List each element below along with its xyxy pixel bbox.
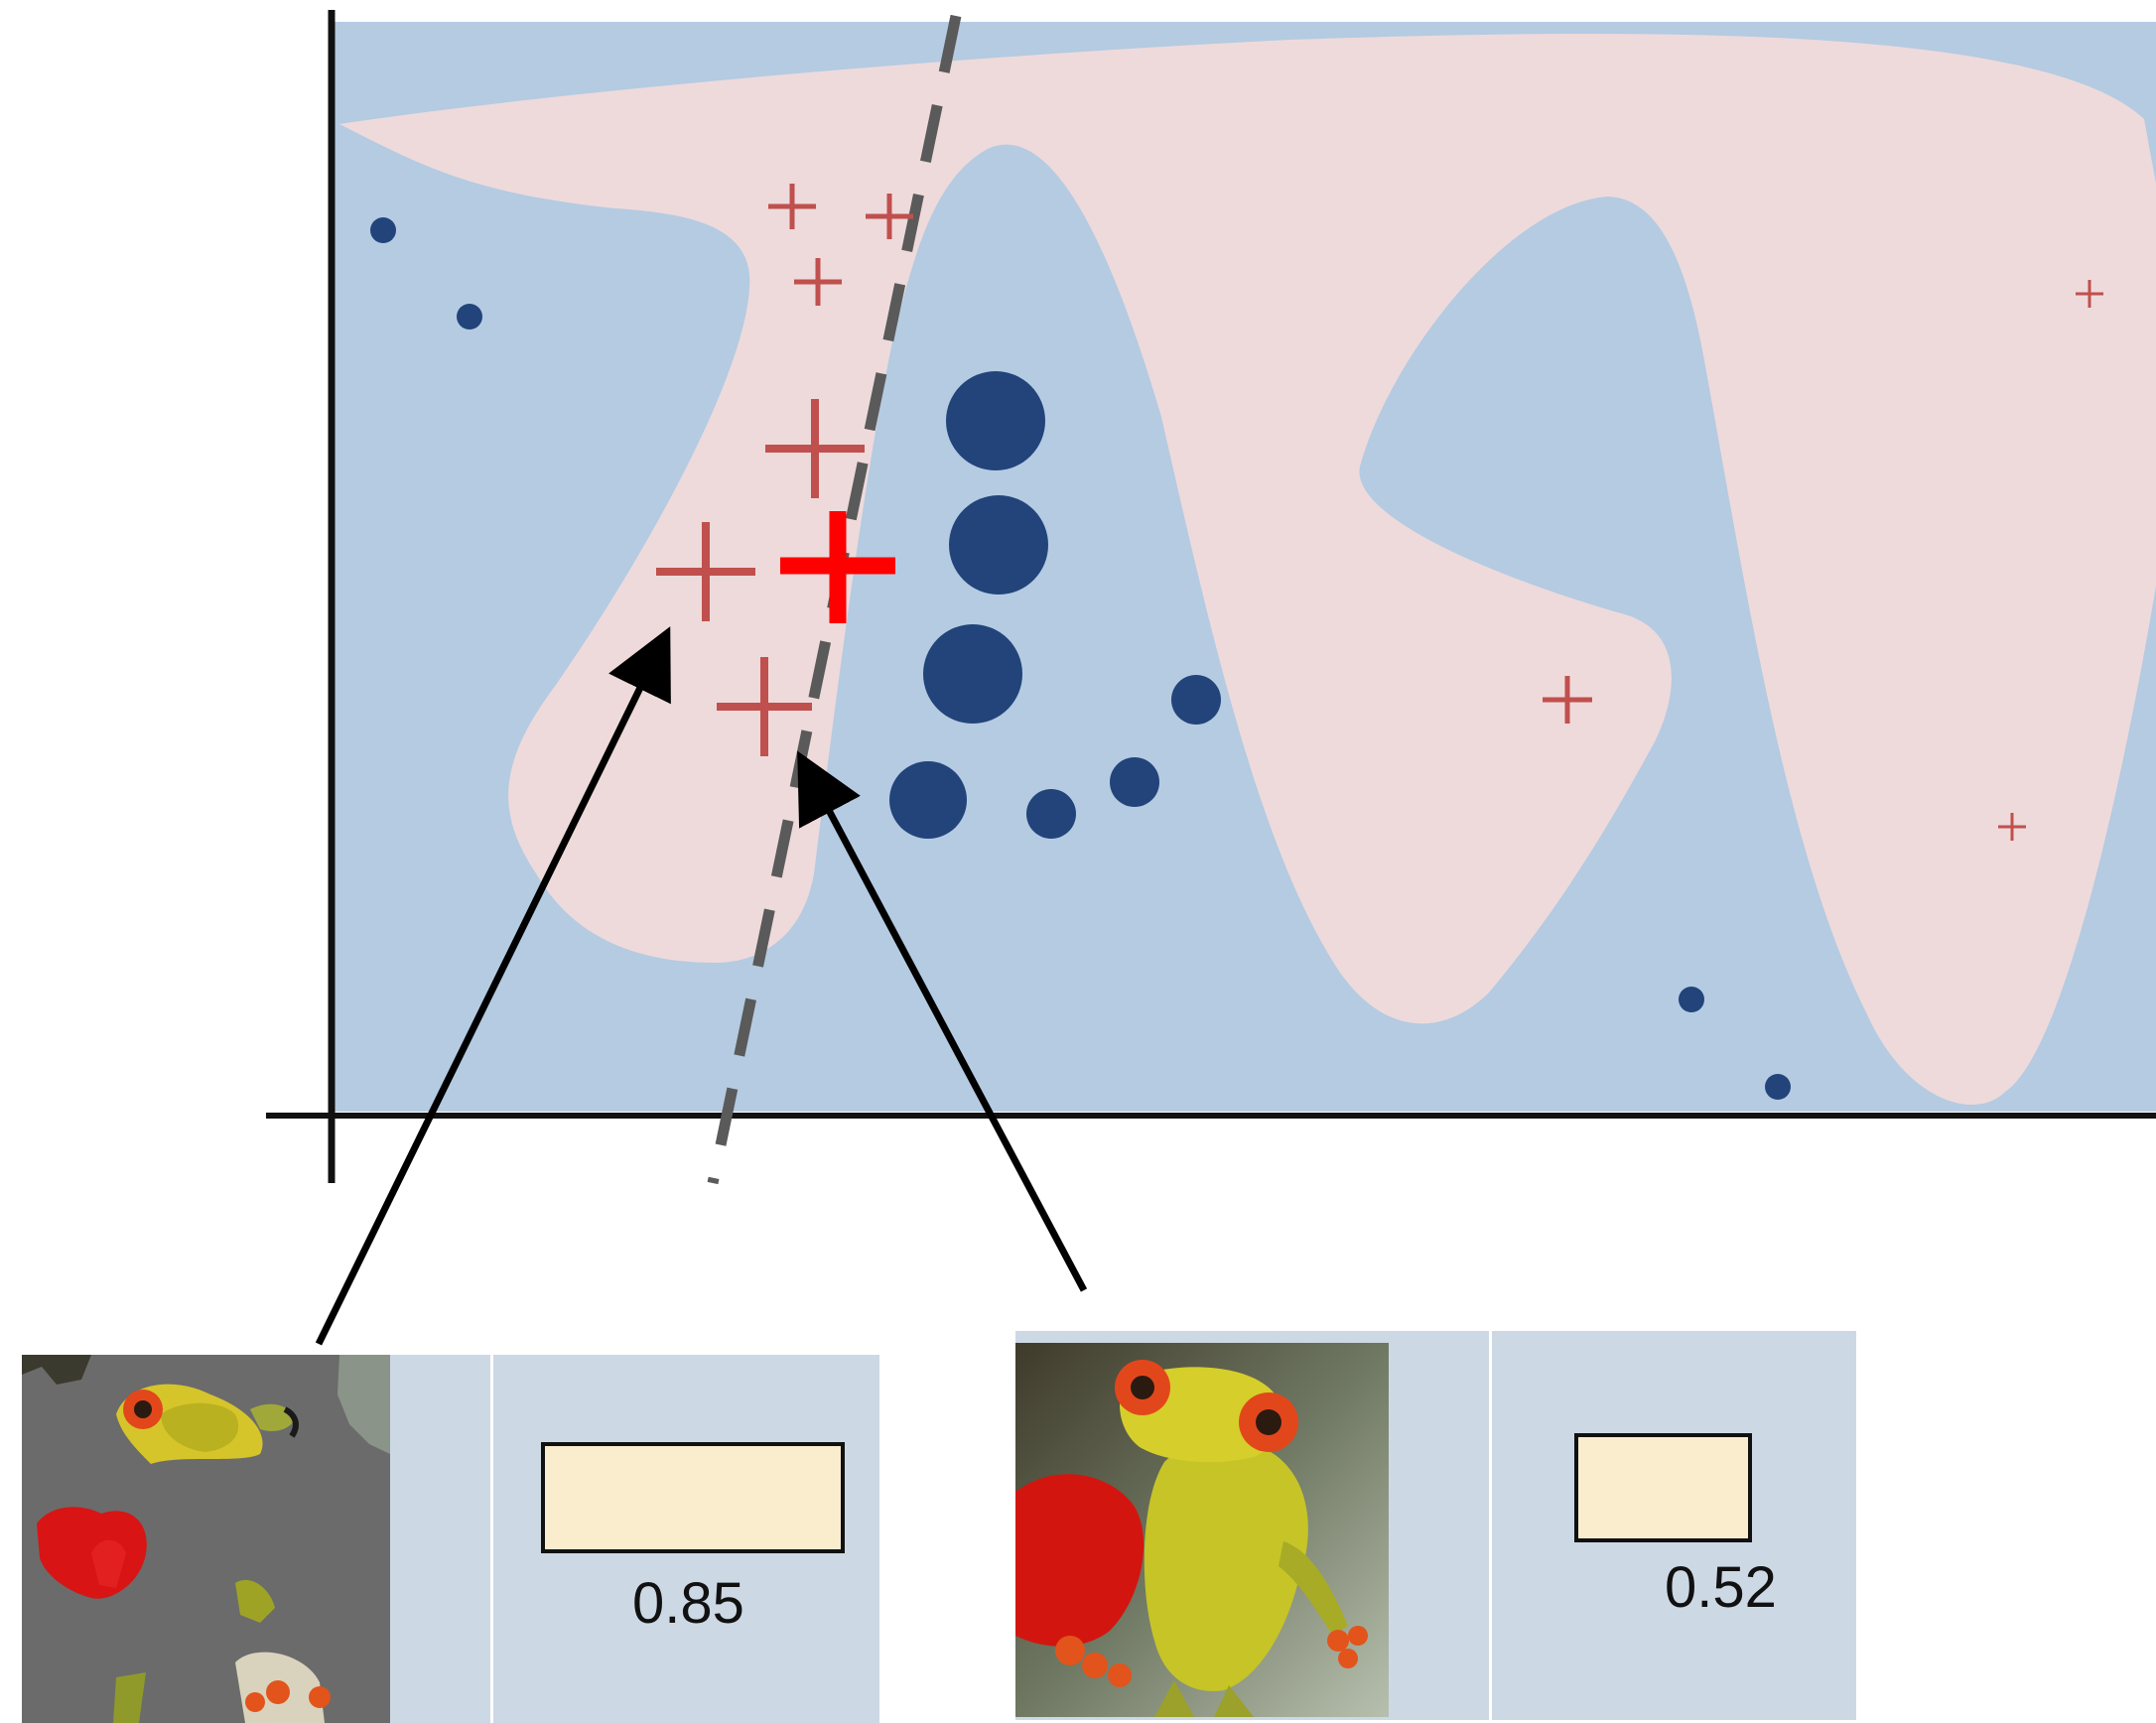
circle-point xyxy=(370,217,396,243)
score-label-left: 0.85 xyxy=(632,1571,744,1636)
circle-point xyxy=(1026,789,1076,839)
score-bar-left xyxy=(541,1442,845,1553)
panel-divider xyxy=(490,1355,493,1723)
circle-point xyxy=(889,761,967,839)
plus-point xyxy=(717,657,812,756)
score-bar-right xyxy=(1574,1433,1752,1542)
explanation-panel-left: 0.85 xyxy=(22,1355,879,1723)
plus-point xyxy=(765,399,865,498)
explanation-panel-right: 0.52 xyxy=(1015,1331,1856,1720)
plus-point xyxy=(794,258,842,306)
arrow-left-explanation xyxy=(315,626,671,1346)
score-label-right: 0.52 xyxy=(1665,1555,1777,1620)
circle-point xyxy=(1171,675,1221,725)
circle-point xyxy=(1110,757,1159,807)
circle-point xyxy=(1679,987,1704,1012)
plus-point xyxy=(1543,676,1592,724)
plus-point xyxy=(2076,280,2103,308)
circle-point xyxy=(946,371,1045,470)
plus-point xyxy=(1998,813,2026,841)
frog-figurine-with-heart-icon xyxy=(1015,1343,1389,1717)
plus-point xyxy=(866,194,913,239)
panel-divider xyxy=(1489,1331,1492,1720)
pink-region xyxy=(339,33,2156,1106)
highlighted-instance-plus xyxy=(780,511,895,623)
plus-point xyxy=(768,184,816,229)
circle-point xyxy=(457,304,482,330)
circle-point xyxy=(949,495,1048,595)
plus-points xyxy=(656,184,2103,841)
arrow-right-explanation xyxy=(797,750,1088,1292)
plus-point xyxy=(656,522,755,621)
circle-point xyxy=(1765,1074,1791,1100)
circle-point xyxy=(923,624,1022,724)
frog-figurine-segmented-icon xyxy=(22,1355,390,1723)
circle-points xyxy=(370,217,1791,1100)
